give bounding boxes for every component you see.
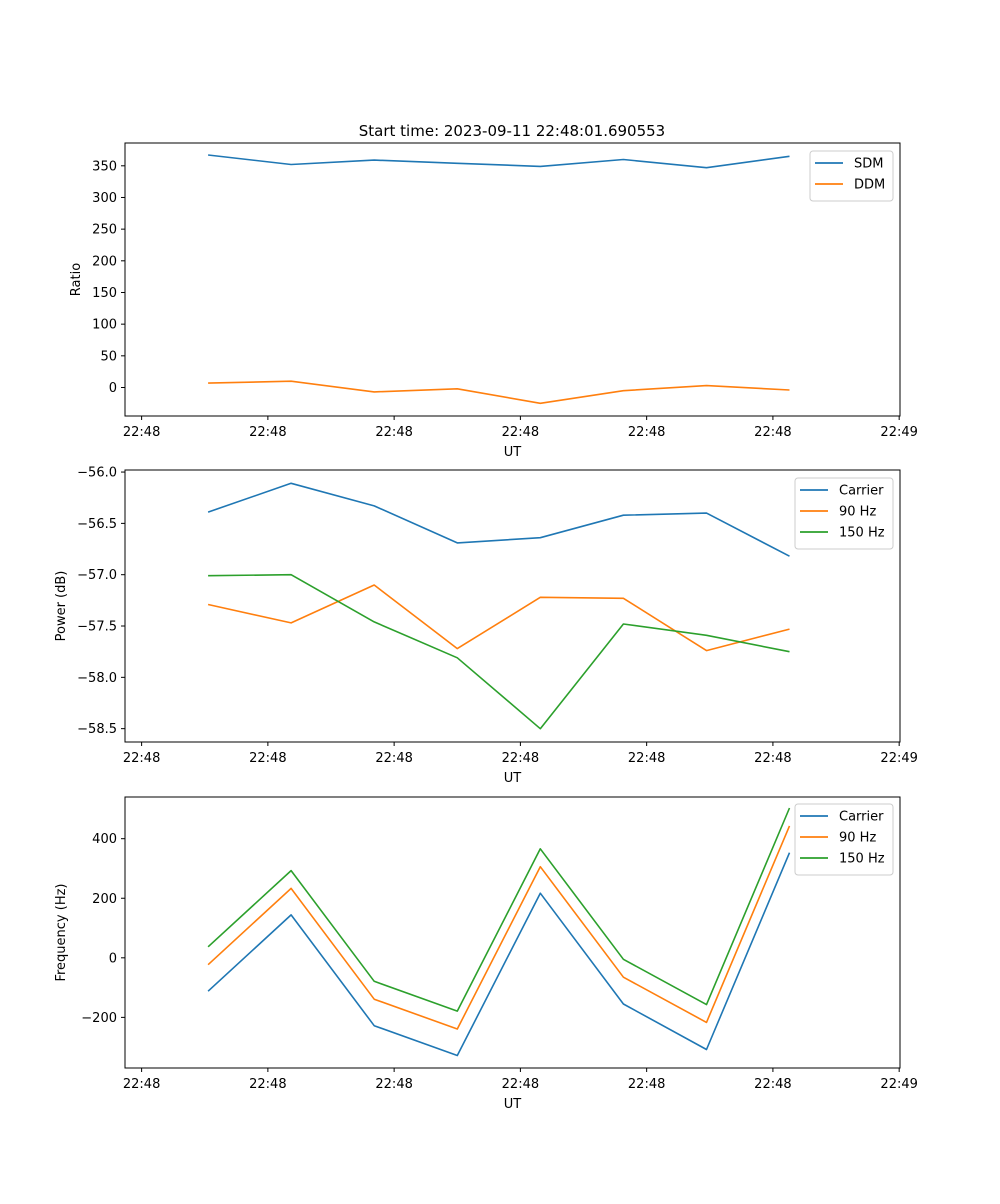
x-axis-label: UT [504, 1097, 522, 1112]
series-line-150-hz [208, 573, 790, 730]
y-axis-label: Power (dB) [54, 571, 69, 642]
chart-panel-2: 22:48 22:48 22:48 22:48 22:48 22:48 22:49 UT −58… [54, 466, 918, 786]
legend-label: SDM [854, 157, 883, 172]
chart-panel-3: 22:48 22:48 22:48 22:48 22:48 22:48 22:49 UT −20… [54, 796, 918, 1112]
axes-frame [124, 142, 901, 417]
x-axis-label: UT [504, 445, 522, 460]
figure-title: Start time: 2023-09-11 22:48:01.690553 [359, 122, 665, 140]
legend-label: 90 Hz [839, 505, 876, 520]
legend-label: Carrier [839, 810, 884, 825]
series-line-carrier [207, 482, 790, 557]
y-tick-label: 0 [109, 381, 117, 396]
y-tick-label: −58.0 [77, 671, 117, 686]
series-line-150-hz [207, 807, 791, 1012]
x-tick-label: 22:48 [123, 425, 160, 440]
y-tick-label: 300 [92, 191, 117, 206]
x-tick-label: 22:48 [754, 751, 791, 766]
x-tick-label: 22:48 [628, 1077, 665, 1092]
axes-frame [124, 796, 901, 1069]
legend-label: 150 Hz [839, 852, 885, 867]
x-tick-label: 22:48 [375, 425, 412, 440]
x-tick-label: 22:48 [628, 751, 665, 766]
x-tick-label: 22:48 [502, 751, 539, 766]
x-tick-label: 22:48 [123, 1077, 160, 1092]
x-tick-label: 22:48 [628, 425, 665, 440]
x-tick-label: 22:48 [502, 1077, 539, 1092]
y-tick-label: 350 [92, 159, 117, 174]
x-tick-label: 22:48 [502, 425, 539, 440]
y-tick-label: 50 [100, 349, 117, 364]
x-tick-label: 22:49 [880, 425, 917, 440]
x-tick-label: 22:48 [249, 1077, 286, 1092]
series-line-90-hz [207, 584, 790, 652]
x-tick-label: 22:48 [123, 751, 160, 766]
y-tick-label: −58.5 [77, 722, 117, 737]
x-tick-label: 22:48 [249, 425, 286, 440]
x-tick-label: 22:49 [880, 751, 917, 766]
x-axis-label: UT [504, 771, 522, 786]
y-tick-label: −56.5 [77, 517, 117, 532]
y-tick-label: −57.5 [77, 620, 117, 635]
legend: Carrier 90 Hz 150 Hz [794, 477, 894, 550]
y-tick-label: 150 [92, 286, 117, 301]
legend-label: Carrier [839, 484, 884, 499]
y-tick-label: 400 [92, 832, 117, 847]
y-tick-label: −57.0 [77, 568, 117, 583]
series-line-carrier [207, 852, 791, 1057]
x-tick-label: 22:48 [754, 1077, 791, 1092]
y-tick-label: 0 [109, 951, 117, 966]
x-tick-label: 22:48 [375, 751, 412, 766]
legend: Carrier 90 Hz 150 Hz [794, 803, 894, 876]
y-tick-label: 100 [92, 318, 117, 333]
x-tick-label: 22:48 [249, 751, 286, 766]
chart-panel-1: 22:48 22:48 22:48 22:48 22:48 22:48 22:49 UT 0 50… [69, 142, 918, 460]
y-tick-label: 200 [92, 254, 117, 269]
x-tick-label: 22:48 [375, 1077, 412, 1092]
series-line-ddm [208, 380, 790, 405]
y-tick-label: −56.0 [77, 466, 117, 481]
y-tick-label: −200 [81, 1011, 117, 1026]
legend-label: 150 Hz [839, 526, 885, 541]
series-line-90-hz [207, 825, 791, 1030]
y-tick-label: 200 [92, 892, 117, 907]
legend-label: 90 Hz [839, 831, 876, 846]
x-tick-label: 22:48 [754, 425, 791, 440]
legend: SDM DDM [809, 150, 894, 202]
y-tick-label: 250 [92, 223, 117, 238]
y-axis-label: Frequency (Hz) [54, 883, 69, 981]
y-axis-label: Ratio [69, 263, 84, 296]
x-tick-label: 22:49 [880, 1077, 917, 1092]
series-line-sdm [208, 154, 790, 169]
axes-frame [124, 469, 901, 743]
legend-label: DDM [854, 178, 885, 193]
